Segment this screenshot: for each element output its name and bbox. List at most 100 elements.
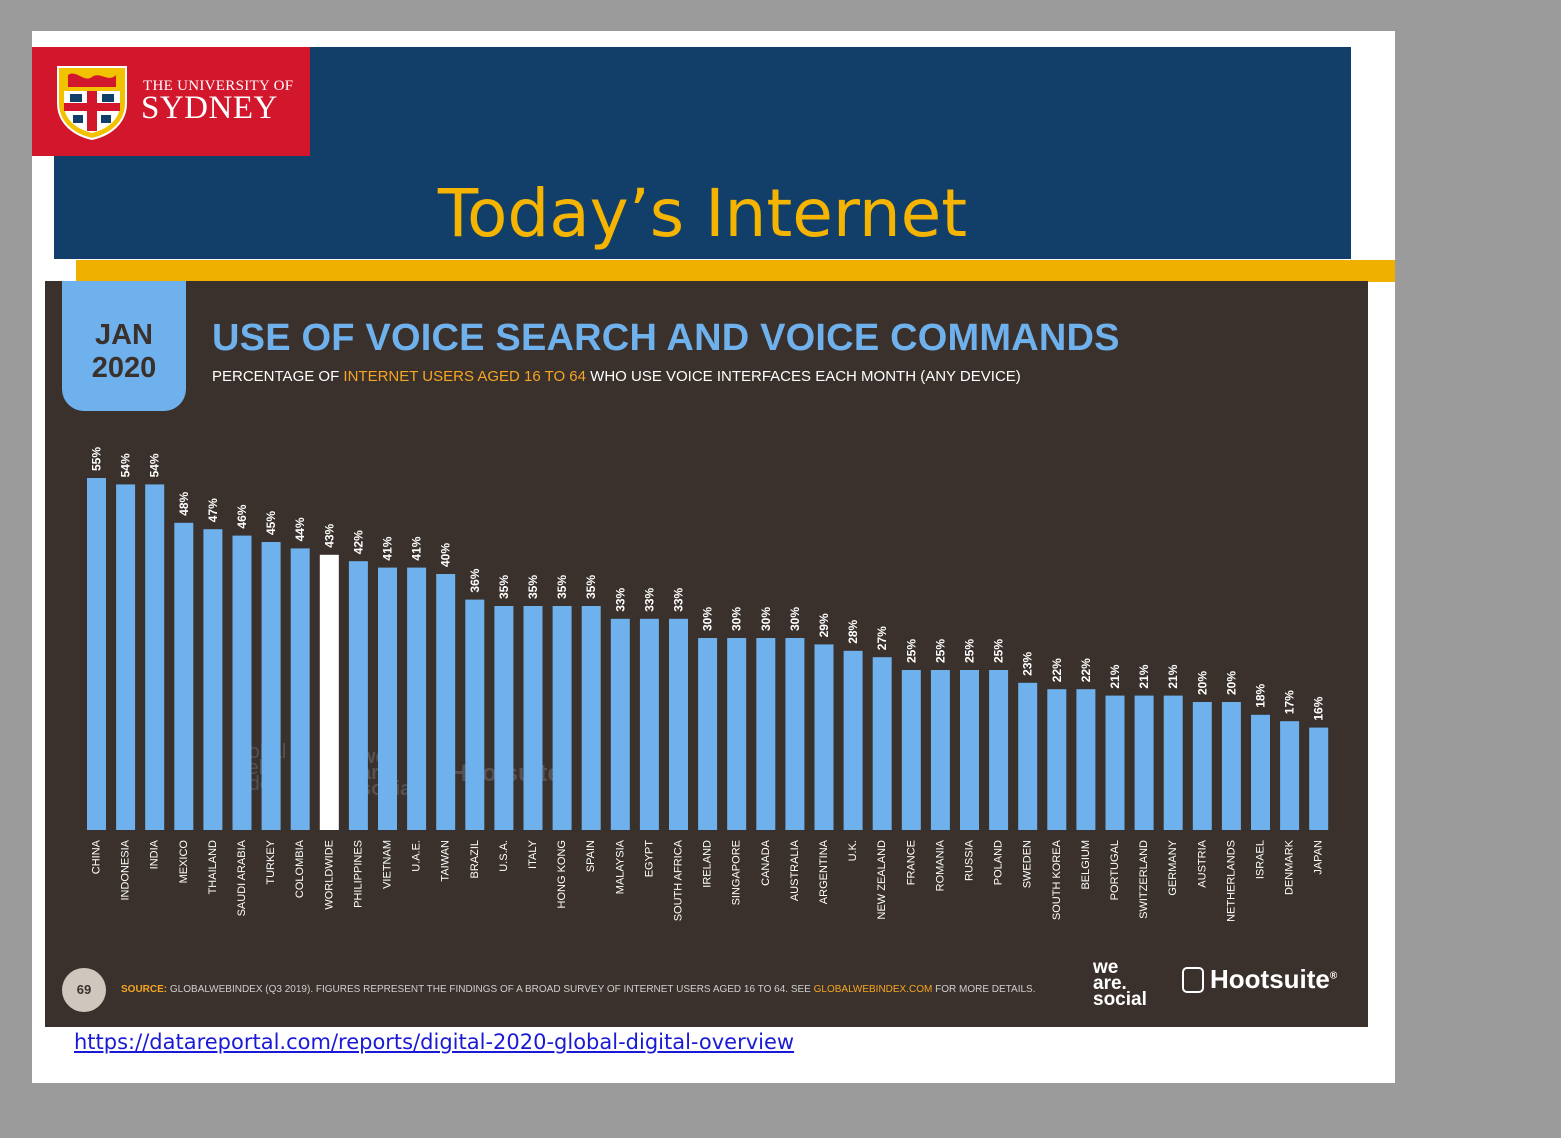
bar-spain: [581, 606, 601, 830]
category-label: SWITZERLAND: [1138, 840, 1150, 919]
bar-israel: [1251, 714, 1270, 830]
bar-austria: [1192, 702, 1212, 830]
category-label: BELGIUM: [1080, 840, 1092, 890]
data-label: 33%: [672, 587, 686, 611]
subtitle-part-1: PERCENTAGE OF: [212, 368, 344, 385]
subtitle-part-2: WHO USE VOICE INTERFACES EACH MONTH (ANY…: [586, 368, 1021, 385]
source-after: FOR MORE DETAILS.: [932, 984, 1036, 995]
data-label: 27%: [875, 626, 889, 650]
category-label: GERMANY: [1167, 839, 1179, 895]
hootsuite-wordmark: Hootsuite: [1210, 964, 1330, 994]
source-text: GLOBALWEBINDEX (Q3 2019). FIGURES REPRES…: [167, 984, 814, 995]
bar-denmark: [1280, 721, 1300, 830]
we-are-social-logo: we are. social: [1093, 958, 1147, 1009]
bar-u-s-a: [494, 606, 514, 830]
university-name-line2: SYDNEY: [141, 90, 278, 126]
data-label: 35%: [497, 575, 511, 599]
bar-u-a-e: [407, 567, 427, 830]
bar-u-k: [843, 650, 863, 830]
data-label: 25%: [933, 639, 947, 663]
category-label: EGYPT: [643, 840, 655, 878]
category-label: SAUDI ARABIA: [236, 839, 248, 916]
owl-icon: [1182, 967, 1204, 993]
data-label: 30%: [730, 607, 744, 631]
category-label: DENMARK: [1284, 839, 1296, 895]
bar-south-korea: [1047, 689, 1067, 830]
category-label: MEXICO: [178, 840, 190, 884]
bar-poland: [989, 670, 1009, 830]
category-label: RUSSIA: [964, 839, 976, 881]
source-label: SOURCE:: [121, 984, 168, 995]
university-name-line1: THE UNIVERSITY OF: [143, 78, 294, 94]
category-label: PORTUGAL: [1109, 840, 1121, 900]
slide-title: Today’s Internet: [437, 175, 968, 252]
gold-divider: [76, 260, 1395, 282]
data-label: 54%: [119, 453, 133, 477]
slide: THE UNIVERSITY OF SYDNEY Today’s Interne…: [32, 31, 1395, 1083]
bar-argentina: [814, 644, 834, 830]
data-label: 22%: [1079, 658, 1093, 682]
category-label: FRANCE: [905, 840, 917, 885]
category-label: INDIA: [149, 839, 161, 869]
data-label: 41%: [381, 536, 395, 560]
bar-saudi-arabia: [232, 535, 252, 830]
category-label: COLOMBIA: [294, 839, 306, 898]
category-label: CANADA: [760, 839, 772, 886]
data-label: 21%: [1137, 664, 1151, 688]
data-label: 41%: [410, 536, 424, 560]
bar-netherlands: [1221, 702, 1241, 830]
data-label: 16%: [1312, 696, 1326, 720]
bar-china: [87, 478, 106, 830]
subtitle-highlight: INTERNET USERS AGED 16 TO 64: [343, 368, 586, 385]
category-label: NEW ZEALAND: [876, 840, 888, 920]
hootsuite-logo: Hootsuite®: [1182, 964, 1337, 995]
data-label: 20%: [1224, 671, 1238, 695]
university-crest-icon: [57, 66, 127, 141]
data-label: 46%: [235, 504, 249, 528]
source-note: SOURCE: GLOBALWEBINDEX (Q3 2019). FIGURE…: [121, 984, 1036, 995]
category-label: BRAZIL: [469, 840, 481, 879]
chart-title: USE OF VOICE SEARCH AND VOICE COMMANDS: [212, 317, 1120, 359]
category-label: ISRAEL: [1255, 840, 1267, 879]
bar-turkey: [261, 542, 281, 830]
page-number-badge: 69: [62, 968, 106, 1012]
category-label: CHINA: [91, 839, 103, 874]
bar-australia: [785, 638, 805, 830]
bar-indonesia: [116, 484, 136, 830]
category-label: SOUTH AFRICA: [673, 839, 685, 921]
bar-south-africa: [669, 618, 688, 830]
category-label: TAIWAN: [440, 840, 452, 882]
bar-thailand: [203, 529, 223, 830]
category-label: VIETNAM: [382, 840, 394, 889]
category-label: U.S.A.: [498, 840, 510, 872]
bar-vietnam: [378, 567, 397, 830]
bar-romania: [930, 670, 950, 830]
data-label: 40%: [439, 543, 453, 567]
category-label: POLAND: [993, 840, 1005, 885]
category-label: U.A.E.: [411, 840, 423, 872]
bar-philippines: [348, 561, 368, 830]
bar-malaysia: [610, 618, 630, 830]
bar-chart: 55% CHINA 54% INDONESIA 54% INDIA 48% MEXICO 47%…: [87, 447, 1329, 922]
bar-france: [901, 670, 921, 830]
source-url-link[interactable]: https://datareportal.com/reports/digital…: [74, 1030, 795, 1054]
data-label: 22%: [1050, 658, 1064, 682]
category-label: SINGAPORE: [731, 840, 743, 905]
bar-canada: [756, 638, 776, 830]
bar-hong-kong: [552, 606, 572, 830]
category-label: JAPAN: [1313, 840, 1325, 875]
data-label: 45%: [264, 511, 278, 535]
bar-egypt: [639, 618, 659, 830]
data-label: 25%: [992, 639, 1006, 663]
bar-ireland: [698, 638, 718, 830]
registered-mark: ®: [1329, 970, 1338, 982]
data-label: 43%: [322, 523, 336, 547]
date-month: JAN: [94, 319, 153, 351]
category-label: TURKEY: [265, 839, 277, 884]
university-logo: THE UNIVERSITY OF SYDNEY: [32, 47, 310, 156]
data-label: 17%: [1283, 690, 1297, 714]
category-label: ITALY: [527, 839, 539, 869]
data-label: 29%: [817, 613, 831, 637]
bar-sweden: [1018, 682, 1038, 830]
category-label: SWEDEN: [1022, 840, 1034, 888]
